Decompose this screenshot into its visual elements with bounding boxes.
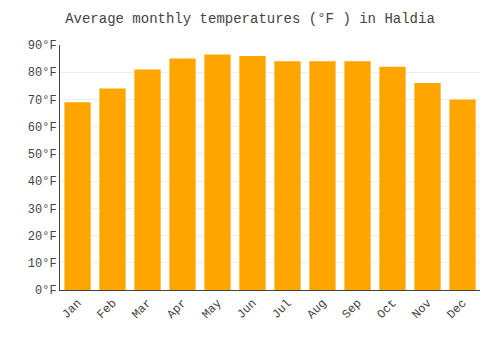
svg-text:Oct: Oct <box>374 297 399 322</box>
svg-text:Jun: Jun <box>234 297 259 322</box>
svg-text:Apr: Apr <box>164 297 189 322</box>
svg-text:0°F: 0°F <box>35 284 57 298</box>
svg-text:40°F: 40°F <box>28 175 57 189</box>
svg-text:90°F: 90°F <box>28 39 57 53</box>
svg-text:Feb: Feb <box>94 297 119 322</box>
svg-text:50°F: 50°F <box>28 148 57 162</box>
svg-text:Nov: Nov <box>409 297 434 322</box>
svg-text:20°F: 20°F <box>28 230 57 244</box>
svg-text:Mar: Mar <box>129 297 154 322</box>
svg-text:Average monthly temperatures (: Average monthly temperatures (°F ) in Ha… <box>65 11 435 27</box>
svg-text:30°F: 30°F <box>28 203 57 217</box>
svg-text:60°F: 60°F <box>28 121 57 135</box>
svg-text:Dec: Dec <box>444 297 469 322</box>
svg-text:May: May <box>199 297 224 322</box>
svg-text:70°F: 70°F <box>28 94 57 108</box>
svg-text:10°F: 10°F <box>28 257 57 271</box>
svg-text:Sep: Sep <box>339 297 364 322</box>
svg-text:Jan: Jan <box>59 297 84 322</box>
svg-text:80°F: 80°F <box>28 66 57 80</box>
svg-text:Jul: Jul <box>269 297 294 322</box>
svg-text:Aug: Aug <box>304 297 329 322</box>
